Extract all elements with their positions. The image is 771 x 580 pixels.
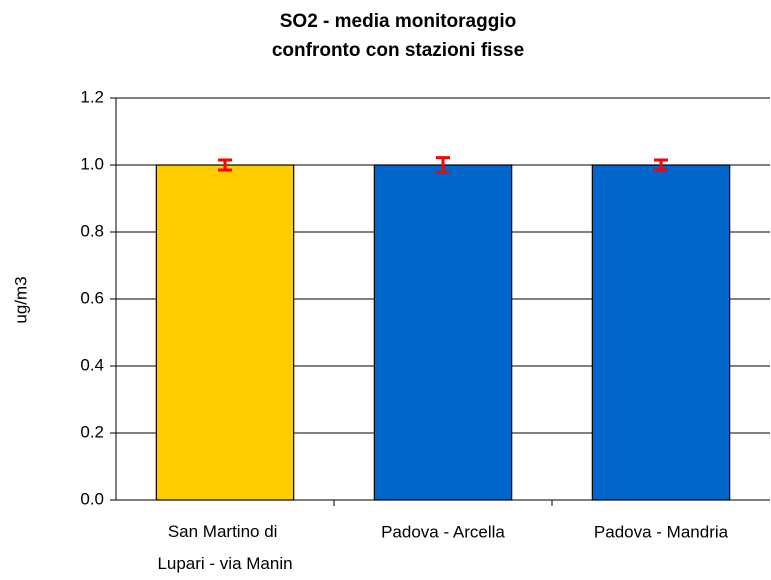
x-tick-label: San Martino di Lupari - via Manin	[157, 522, 292, 573]
bar	[155, 164, 295, 501]
x-tick-label: Padova - Mandria	[594, 522, 729, 541]
chart-title: confronto con stazioni fisse	[272, 40, 524, 61]
bar	[591, 164, 731, 501]
error-bar	[218, 158, 232, 172]
x-tick-label: Padova - Arcella	[381, 522, 505, 541]
y-tick-label: 0.4	[80, 355, 104, 374]
y-tick-label: 0.6	[80, 288, 104, 307]
y-tick-label: 1.2	[80, 87, 104, 106]
chart-title: SO2 - media monitoraggio	[280, 11, 516, 32]
error-bar	[654, 158, 668, 172]
y-tick-label: 0.8	[80, 221, 104, 240]
y-axis-label: ug/m3	[11, 276, 30, 323]
bar	[373, 164, 513, 501]
y-tick-label: 1.0	[80, 154, 104, 173]
error-bar	[436, 156, 450, 174]
y-tick-label: 0.2	[80, 422, 104, 441]
y-tick-label: 0.0	[80, 489, 104, 508]
